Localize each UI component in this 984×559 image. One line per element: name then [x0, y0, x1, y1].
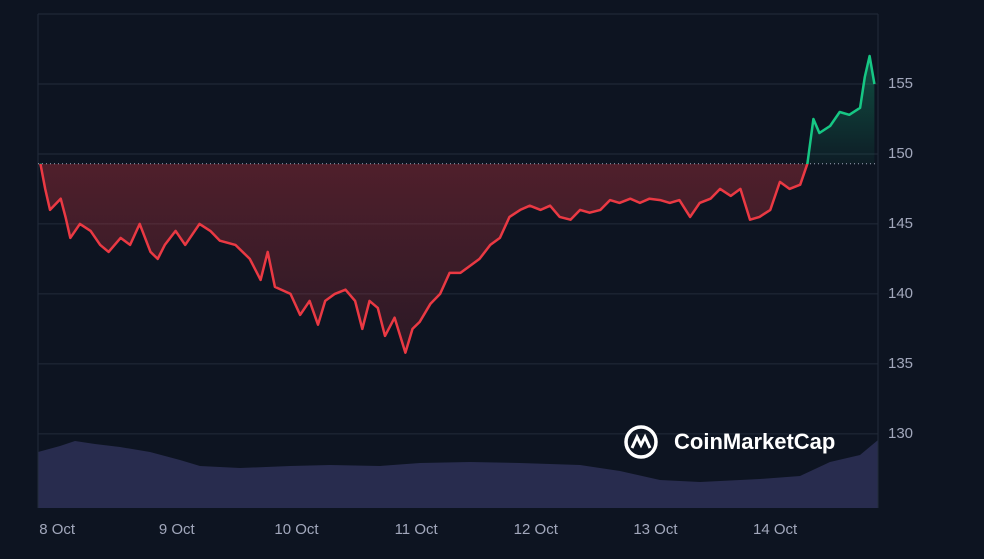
x-tick-label: 14 Oct: [753, 521, 798, 538]
y-tick-label: 130: [888, 425, 913, 442]
x-tick-label: 10 Oct: [274, 521, 319, 538]
y-tick-label: 135: [888, 355, 913, 372]
y-tick-label: 155: [888, 75, 913, 92]
x-tick-label: 11 Oct: [395, 521, 439, 538]
x-tick-label: 9 Oct: [159, 521, 196, 538]
x-tick-label: 12 Oct: [514, 521, 559, 538]
price-area: [40, 56, 875, 353]
y-tick-label: 150: [888, 145, 913, 162]
y-tick-label: 145: [888, 215, 913, 232]
x-tick-label: 13 Oct: [633, 521, 678, 538]
y-tick-label: 140: [888, 285, 913, 302]
price-line: [39, 54, 876, 354]
watermark: CoinMarketCap: [674, 429, 835, 454]
x-tick-label: 8 Oct: [39, 521, 76, 538]
volume-area: [38, 440, 878, 508]
watermark-logo: [624, 425, 658, 459]
